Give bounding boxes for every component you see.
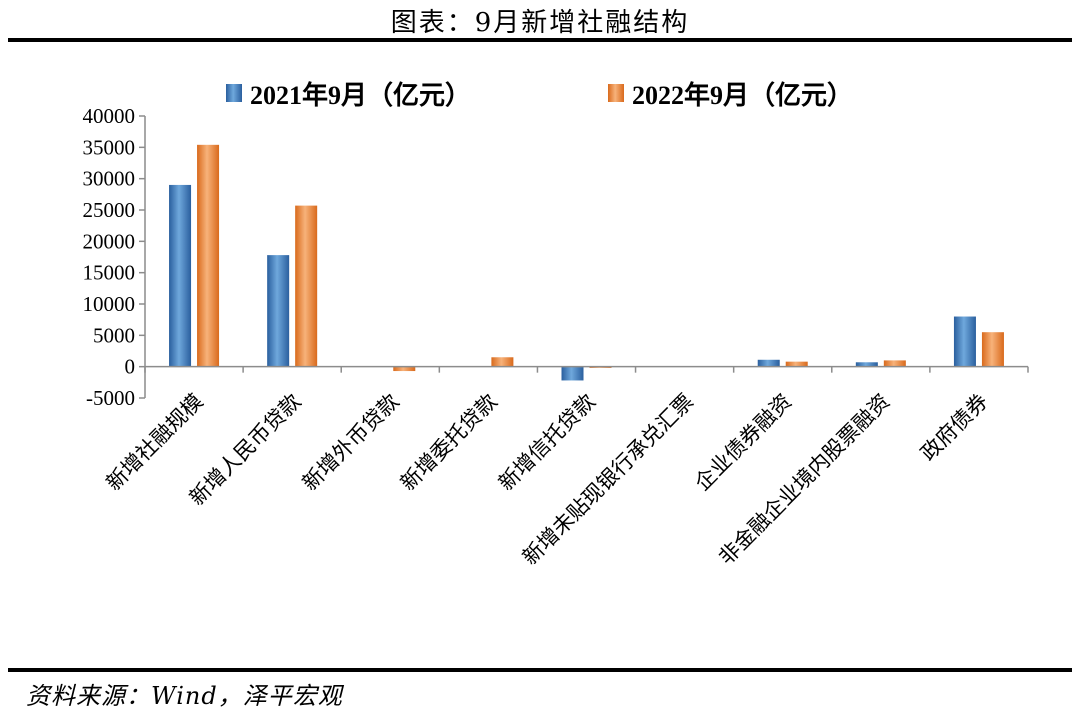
bar-series-1 <box>169 184 192 367</box>
y-tick-label: 40000 <box>83 104 136 128</box>
bar-chart: 2021年9月（亿元） 2022年9月（亿元） 40000 35000 30000 25… <box>83 80 1029 570</box>
y-tick-label: 35000 <box>83 135 136 159</box>
x-category-label: 政府债券 <box>916 389 992 465</box>
x-category-label: 新增外币贷款 <box>298 389 404 495</box>
y-tick-label: 20000 <box>83 229 136 253</box>
bars <box>169 144 1004 381</box>
bar-series-2 <box>491 357 514 367</box>
bottom-divider <box>8 668 1072 672</box>
y-axis: 40000 35000 30000 25000 20000 15000 10000 5000 0… <box>83 104 146 410</box>
source-note: 资料来源：Wind，泽平宏观 <box>26 682 343 710</box>
bar-series-2 <box>883 360 906 367</box>
chart-title: 图表：9月新增社融结构 <box>390 8 690 38</box>
bar-series-2 <box>785 361 808 367</box>
bar-series-1 <box>953 316 976 367</box>
x-category-label: 新增委托贷款 <box>396 389 502 495</box>
legend-swatch-1 <box>226 84 242 102</box>
top-divider <box>8 38 1072 42</box>
bar-series-1 <box>757 359 780 367</box>
y-tick-label: -5000 <box>86 386 135 410</box>
y-tick-label: 5000 <box>93 323 135 347</box>
x-category-label: 新增信托贷款 <box>494 389 600 495</box>
legend-label-2: 2022年9月（亿元） <box>632 80 853 110</box>
x-category-label: 新增未贴现银行承兑汇票 <box>518 389 698 569</box>
y-tick-label: 10000 <box>83 292 136 316</box>
legend-swatch-2 <box>608 84 624 102</box>
x-category-label: 非金融企业境内股票融资 <box>714 389 894 569</box>
bar-series-1 <box>561 366 584 381</box>
x-category-label: 企业债券融资 <box>690 389 796 495</box>
y-tick-label: 25000 <box>83 198 136 222</box>
bar-series-2 <box>981 332 1004 367</box>
y-tick-label: 15000 <box>83 261 136 285</box>
bar-series-2 <box>295 205 318 367</box>
legend-label-1: 2021年9月（亿元） <box>250 80 471 110</box>
bar-series-1 <box>855 362 878 367</box>
x-axis: 新增社融规模新增人民币贷款新增外币贷款新增委托贷款新增信托贷款新增未贴现银行承兑… <box>102 365 1029 570</box>
legend: 2021年9月（亿元） 2022年9月（亿元） <box>226 80 853 110</box>
bar-series-1 <box>267 255 290 367</box>
y-tick-label: 30000 <box>83 167 136 191</box>
bar-series-2 <box>393 366 416 372</box>
y-tick-label: 0 <box>125 355 136 379</box>
bar-series-2 <box>197 144 220 367</box>
